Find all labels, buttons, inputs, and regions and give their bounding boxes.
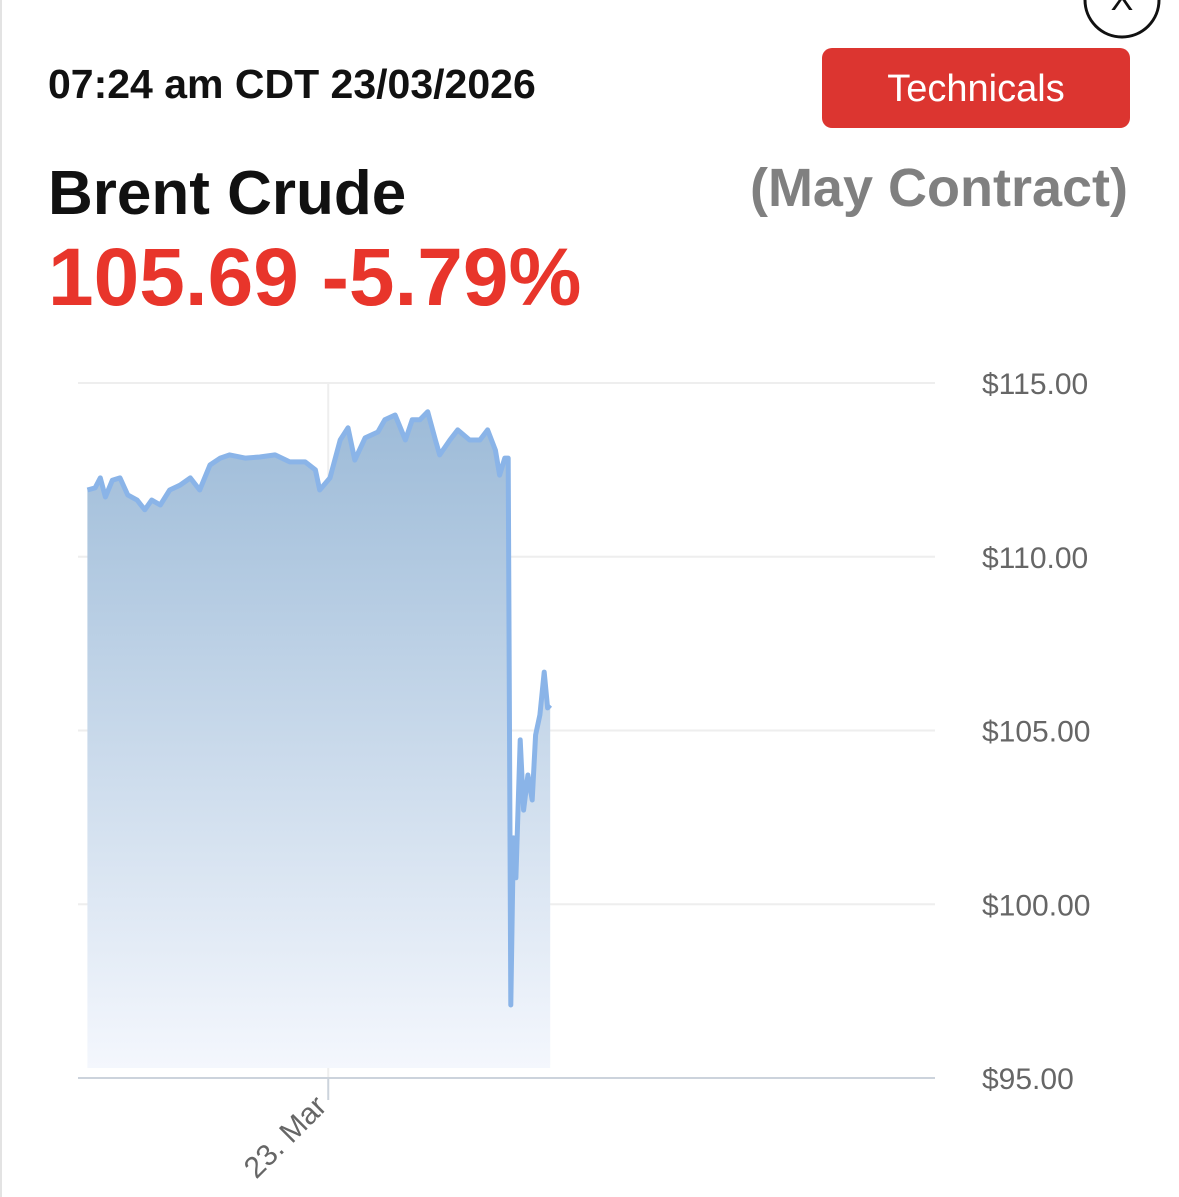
close-label[interactable]: X	[1111, 0, 1134, 18]
line	[86, 409, 553, 1008]
y-tick-label: $100.00	[982, 889, 1090, 922]
price-line: 105.69 -5.79%	[48, 232, 581, 323]
y-tick-label: $115.00	[982, 368, 1088, 401]
timestamp: 07:24 am CDT 23/03/2026	[48, 61, 536, 107]
instrument: Brent Crude	[48, 159, 406, 228]
area	[87, 411, 551, 1068]
close-button[interactable]: X	[1083, 0, 1161, 39]
price: 105.69	[48, 232, 299, 323]
button-label[interactable]: Technicals	[887, 68, 1064, 110]
y-tick-label: $95.00	[982, 1063, 1074, 1096]
technicals-button[interactable]: Technicals	[822, 48, 1130, 128]
y-tick-label: $105.00	[982, 716, 1090, 749]
contract: (May Contract)	[750, 158, 1128, 218]
x-tick-label: 23. Mar	[238, 1090, 333, 1185]
y-tick-label: $110.00	[982, 542, 1088, 575]
chart: $95.00 $100.00 $105.00 $110.00 $115.00 23. Ma…	[78, 368, 1090, 1185]
change: -5.79%	[322, 232, 582, 323]
